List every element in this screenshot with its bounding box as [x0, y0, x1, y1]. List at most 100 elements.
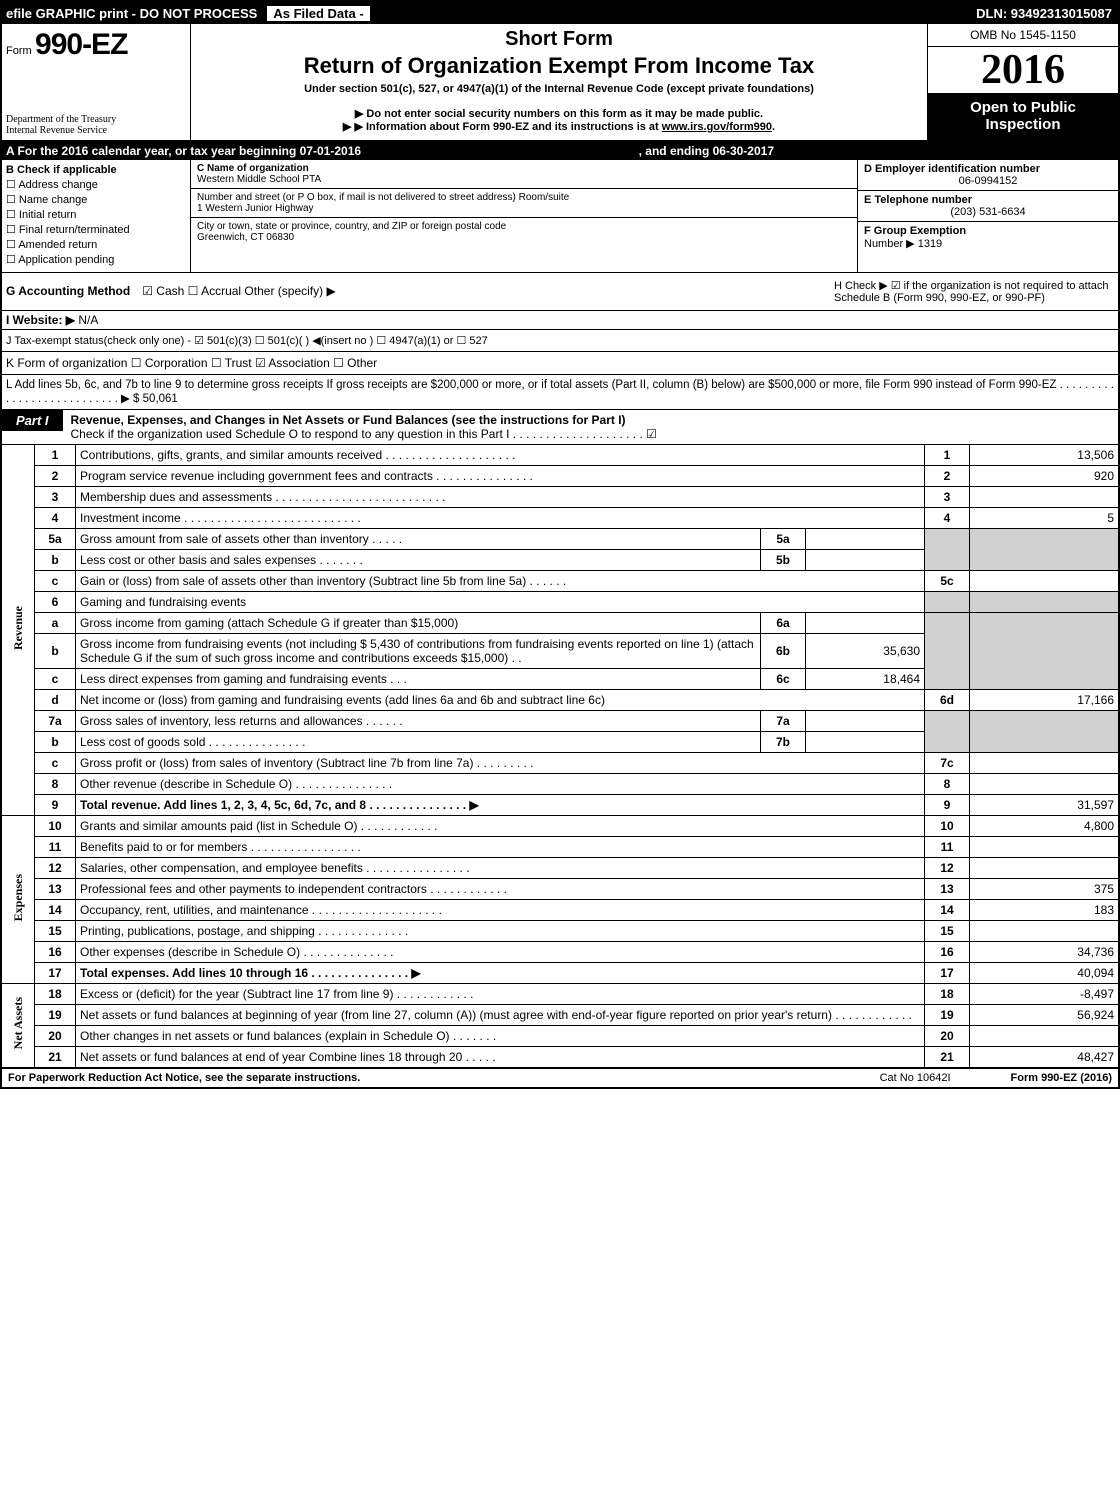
line-21: 21 Net assets or fund balances at end of…	[2, 1046, 1118, 1067]
l16-desc: Other expenses (describe in Schedule O) …	[76, 941, 925, 962]
l13-val: 375	[970, 878, 1119, 899]
l6b-desc: Gross income from fundraising events (no…	[76, 633, 761, 668]
notice-2: ▶ Information about Form 990-EZ and its …	[197, 120, 921, 133]
box-c-name: C Name of organization Western Middle Sc…	[191, 160, 857, 189]
f-grp-value: 1319	[918, 238, 942, 250]
l7b-no: b	[35, 731, 76, 752]
l18-no: 18	[35, 983, 76, 1004]
g-options[interactable]: ☑ Cash ☐ Accrual Other (specify) ▶	[142, 284, 335, 298]
chk-address-change[interactable]: Address change	[6, 178, 186, 191]
line-1: Revenue 1 Contributions, gifts, grants, …	[2, 445, 1118, 466]
l7b-in: 7b	[761, 731, 806, 752]
l10-no: 10	[35, 815, 76, 836]
chk-name-change[interactable]: Name change	[6, 193, 186, 206]
footer-formno: Form 990-EZ (2016)	[1011, 1072, 1112, 1084]
box-d-ein: D Employer identification number 06-0994…	[858, 160, 1118, 191]
l5a-in: 5a	[761, 528, 806, 549]
chk-final-return[interactable]: Final return/terminated	[6, 223, 186, 236]
l6abc-grey1	[925, 612, 970, 689]
notice-2-link[interactable]: www.irs.gov/form990	[662, 121, 772, 133]
l20-desc: Other changes in net assets or fund bala…	[76, 1025, 925, 1046]
h-check[interactable]: H Check ▶ ☑ if the organization is not r…	[834, 279, 1114, 304]
l17-no: 17	[35, 962, 76, 983]
l6-grey2	[970, 591, 1119, 612]
line-10: Expenses 10 Grants and similar amounts p…	[2, 815, 1118, 836]
efile-topbar: efile GRAPHIC print - DO NOT PROCESS As …	[2, 2, 1118, 24]
short-form-label: Short Form	[197, 28, 921, 51]
l5b-no: b	[35, 549, 76, 570]
row-k-org-form[interactable]: K Form of organization ☐ Corporation ☐ T…	[2, 352, 1118, 375]
line-2: 2 Program service revenue including gove…	[2, 465, 1118, 486]
chk-initial-return[interactable]: Initial return	[6, 208, 186, 221]
e-tel-label: E Telephone number	[864, 194, 1112, 206]
l7c-no: c	[35, 752, 76, 773]
l5a-no: 5a	[35, 528, 76, 549]
line-15: 15 Printing, publications, postage, and …	[2, 920, 1118, 941]
form-number: 990-EZ	[35, 28, 127, 61]
part-1-tag: Part I	[2, 410, 63, 431]
l16-val: 34,736	[970, 941, 1119, 962]
l10-val: 4,800	[970, 815, 1119, 836]
d-ein-label: D Employer identification number	[864, 163, 1112, 175]
row-a-label: A For the 2016 calendar year, or tax yea…	[6, 144, 361, 158]
row-l-gross-receipts: L Add lines 5b, 6c, and 7b to line 9 to …	[2, 375, 1118, 410]
l16-no: 16	[35, 941, 76, 962]
l6a-desc: Gross income from gaming (attach Schedul…	[76, 612, 761, 633]
omb-number: OMB No 1545-1150	[928, 24, 1118, 47]
line-11: 11 Benefits paid to or for members . . .…	[2, 836, 1118, 857]
line-12: 12 Salaries, other compensation, and emp…	[2, 857, 1118, 878]
l5ab-grey1	[925, 528, 970, 570]
line-5a: 5a Gross amount from sale of assets othe…	[2, 528, 1118, 549]
l6abc-grey2	[970, 612, 1119, 689]
section-c: C Name of organization Western Middle Sc…	[191, 160, 857, 272]
l2-rn: 2	[925, 465, 970, 486]
side-expenses: Expenses	[2, 815, 35, 983]
l17-desc: Total expenses. Add lines 10 through 16 …	[76, 962, 925, 983]
footer-left: For Paperwork Reduction Act Notice, see …	[8, 1072, 360, 1084]
chk-amended-return[interactable]: Amended return	[6, 238, 186, 251]
chk-application-pending[interactable]: Application pending	[6, 253, 186, 266]
dln-label: DLN: 93492313015087	[976, 6, 1118, 21]
row-a-ending: , and ending 06-30-2017	[639, 144, 774, 158]
l6b-ival: 35,630	[806, 633, 925, 668]
form-990ez-page: efile GRAPHIC print - DO NOT PROCESS As …	[0, 0, 1120, 1089]
l7a-desc: Gross sales of inventory, less returns a…	[76, 710, 761, 731]
line-7c: c Gross profit or (loss) from sales of i…	[2, 752, 1118, 773]
l5ab-grey2	[970, 528, 1119, 570]
row-a-tax-year: A For the 2016 calendar year, or tax yea…	[2, 142, 1118, 160]
l20-no: 20	[35, 1025, 76, 1046]
l7a-in: 7a	[761, 710, 806, 731]
l11-val	[970, 836, 1119, 857]
open-to-public: Open to Public Inspection	[928, 93, 1118, 140]
dept-line2: Internal Revenue Service	[6, 125, 186, 136]
l6a-ival	[806, 612, 925, 633]
l6c-no: c	[35, 668, 76, 689]
box-e-tel: E Telephone number (203) 531-6634	[858, 191, 1118, 222]
footer-catno: Cat No 10642I	[880, 1072, 951, 1084]
l21-val: 48,427	[970, 1046, 1119, 1067]
l4-rn: 4	[925, 507, 970, 528]
l1-desc: Contributions, gifts, grants, and simila…	[76, 445, 925, 466]
i-value: N/A	[78, 313, 98, 327]
l6d-desc: Net income or (loss) from gaming and fun…	[76, 689, 925, 710]
l13-desc: Professional fees and other payments to …	[76, 878, 925, 899]
line-3: 3 Membership dues and assessments . . . …	[2, 486, 1118, 507]
e-tel-value: (203) 531-6634	[864, 206, 1112, 218]
dept-line1: Department of the Treasury	[6, 114, 186, 125]
row-j-tax-exempt[interactable]: J Tax-exempt status(check only one) - ☑ …	[2, 330, 1118, 352]
l14-no: 14	[35, 899, 76, 920]
l6b-no: b	[35, 633, 76, 668]
l14-rn: 14	[925, 899, 970, 920]
line-16: 16 Other expenses (describe in Schedule …	[2, 941, 1118, 962]
line-18: Net Assets 18 Excess or (deficit) for th…	[2, 983, 1118, 1004]
l7c-rn: 7c	[925, 752, 970, 773]
box-c-addr: Number and street (or P O box, if mail i…	[191, 189, 857, 218]
l3-desc: Membership dues and assessments . . . . …	[76, 486, 925, 507]
l20-val	[970, 1025, 1119, 1046]
l14-desc: Occupancy, rent, utilities, and maintena…	[76, 899, 925, 920]
l9-no: 9	[35, 794, 76, 815]
l4-no: 4	[35, 507, 76, 528]
l6c-desc: Less direct expenses from gaming and fun…	[76, 668, 761, 689]
part-1-check[interactable]: Check if the organization used Schedule …	[71, 427, 657, 441]
line-14: 14 Occupancy, rent, utilities, and maint…	[2, 899, 1118, 920]
